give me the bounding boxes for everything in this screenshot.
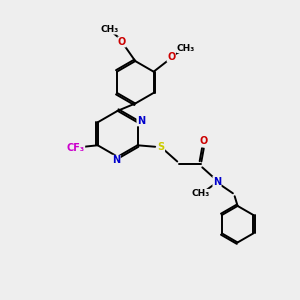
Text: CH₃: CH₃: [177, 44, 195, 52]
Text: N: N: [137, 116, 145, 126]
Text: O: O: [200, 136, 208, 146]
Text: N: N: [112, 155, 120, 165]
Text: CH₃: CH₃: [100, 25, 119, 34]
Text: O: O: [167, 52, 176, 62]
Text: CH₃: CH₃: [192, 189, 210, 198]
Text: CF₃: CF₃: [67, 143, 85, 153]
Text: O: O: [118, 37, 126, 47]
Text: N: N: [213, 176, 221, 187]
Text: S: S: [158, 142, 165, 152]
